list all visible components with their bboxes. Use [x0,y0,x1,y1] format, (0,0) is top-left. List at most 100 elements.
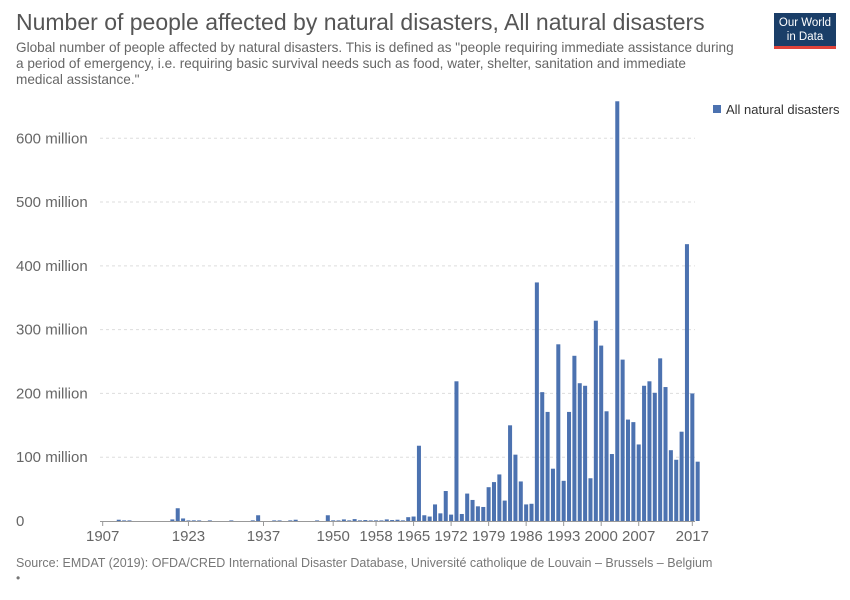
bar-1998[interactable] [588,478,593,521]
bar-1963[interactable] [400,520,405,521]
bar-1953[interactable] [347,520,352,521]
bar-1983[interactable] [508,425,513,521]
bar-1927[interactable] [207,520,212,521]
bar-1974[interactable] [459,513,464,521]
bar-1935[interactable] [250,520,255,521]
bar-1959[interactable] [379,520,384,521]
bar-1979[interactable] [486,487,491,521]
bar-1966[interactable] [416,445,421,521]
bar-1978[interactable] [481,506,486,521]
bar-2005[interactable] [625,419,631,521]
bar-1954[interactable] [352,519,357,521]
bar-1949[interactable] [325,515,330,521]
bar-1977[interactable] [475,506,480,521]
bar-1973[interactable] [454,381,459,521]
bar-1995[interactable] [572,355,577,521]
bar-1984[interactable] [513,454,518,521]
bar-1982[interactable] [502,500,507,521]
bar-1956[interactable] [363,520,368,521]
bar-1989[interactable] [540,392,545,521]
bar-2009[interactable] [647,381,652,521]
bar-1972[interactable] [449,514,454,521]
bar-1931[interactable] [229,520,234,521]
bar-1991[interactable] [550,468,555,521]
bar-2010[interactable] [652,392,657,521]
bar-1924[interactable] [191,520,196,521]
x-tick-label: 2000 [585,528,618,545]
bar-2006[interactable] [631,422,636,521]
bar-1990[interactable] [545,411,550,521]
bar-1947[interactable] [315,520,320,521]
bar-1970[interactable] [438,513,443,521]
bar-1955[interactable] [357,520,362,521]
legend[interactable]: All natural disasters [713,102,840,117]
bar-1993[interactable] [561,480,566,521]
legend-label[interactable]: All natural disasters [726,102,840,117]
y-tick-label: 200 million [16,385,88,402]
bar-2011[interactable] [658,358,663,521]
chart-title: Number of people affected by natural dis… [16,9,705,35]
bar-2001[interactable] [604,411,609,521]
bar-1964[interactable] [406,517,411,521]
bar-1987[interactable] [529,503,534,521]
bar-1942[interactable] [288,520,293,521]
bar-1968[interactable] [427,516,432,521]
bar-2002[interactable] [609,454,614,521]
bar-2017[interactable] [690,393,695,521]
bar-1992[interactable] [556,344,561,521]
bar-2018[interactable] [695,461,700,521]
bar-1969[interactable] [433,504,438,521]
bar-1960[interactable] [384,519,389,521]
bar-1988[interactable] [534,282,539,521]
bar-1971[interactable] [443,491,448,521]
bar-1920[interactable] [170,519,175,521]
bar-1985[interactable] [518,481,523,521]
bar-2014[interactable] [674,459,679,521]
bar-1957[interactable] [368,520,373,521]
bar-1961[interactable] [390,520,395,521]
bar-1958[interactable] [374,520,379,521]
y-tick-label: 500 million [16,194,88,211]
bar-1962[interactable] [395,519,400,521]
bar-1981[interactable] [497,474,502,521]
bar-1986[interactable] [524,504,529,521]
bar-1994[interactable] [567,411,572,521]
bar-2012[interactable] [663,387,668,521]
bar-1910[interactable] [116,519,121,521]
bar-1965[interactable] [411,516,416,521]
bar-1997[interactable] [583,385,588,521]
bar-1911[interactable] [122,520,127,521]
bar-1975[interactable] [465,493,470,521]
bar-2000[interactable] [599,345,604,521]
bar-1923[interactable] [186,520,191,521]
bar-1943[interactable] [293,519,298,521]
bar-1952[interactable] [341,519,346,521]
bar-1939[interactable] [272,520,277,521]
bar-1912[interactable] [127,520,132,521]
bar-1936[interactable] [256,515,261,521]
bar-1922[interactable] [181,518,186,521]
bar-2008[interactable] [642,385,647,521]
chart-subtitle: Global number of people affected by natu… [16,40,734,87]
bar-1925[interactable] [197,520,202,521]
bar-1999[interactable] [593,320,598,521]
bar-2007[interactable] [636,444,641,521]
bar-1976[interactable] [470,499,475,521]
bar-2003[interactable] [615,101,620,521]
bar-2016[interactable] [684,244,689,522]
bar-2004[interactable] [620,359,625,521]
bar-2015[interactable] [679,431,684,521]
bar-2013[interactable] [668,450,673,521]
bar-1921[interactable] [175,508,180,521]
bar-1996[interactable] [577,383,582,521]
axes: 0 100 million 200 million 300 million 400 mi… [16,130,709,545]
bar-1950[interactable] [331,520,336,521]
bar-1940[interactable] [277,520,282,521]
bar-1951[interactable] [336,520,341,521]
bar-1980[interactable] [491,482,496,521]
y-tick-label: 100 million [16,449,88,466]
x-tick-label: 1986 [509,528,542,545]
bar-1967[interactable] [422,515,427,521]
owid-logo[interactable]: Our World in Data [774,13,836,49]
